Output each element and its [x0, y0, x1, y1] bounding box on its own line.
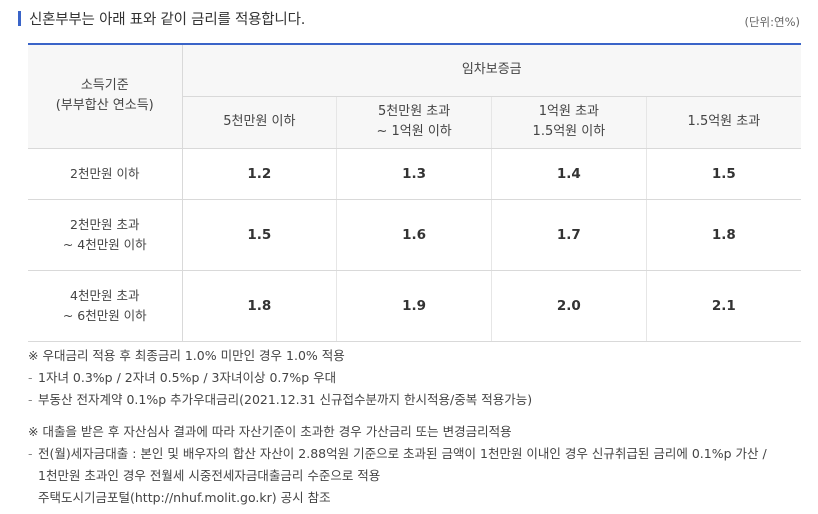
- rate-cell: 1.6: [336, 199, 492, 271]
- deposit-column-header: 1.5억원 초과: [645, 96, 801, 149]
- section-heading: 신혼부부는 아래 표와 같이 금리를 적용합니다.: [18, 8, 305, 28]
- note-list-item: - 전(월)세자금대출 : 본인 및 배우자의 합산 자산이 2.88억원 기준으…: [28, 446, 767, 461]
- unit-label: (단위:연%): [744, 15, 800, 29]
- note-asset-review: ※ 대출을 받은 후 자산심사 결과에 따라 자산기준이 초과한 경우 가산금리…: [28, 424, 512, 439]
- note-list-item: -1자녀 0.3%p / 2자녀 0.5%p / 3자녀이상 0.7%p 우대: [28, 370, 337, 385]
- rate-cell: 1.9: [336, 270, 492, 342]
- note-continuation: 주택도시기금포털(http://nhuf.molit.go.kr) 공시 참조: [38, 490, 331, 505]
- table-row: 2천만원 초과 ~ 4천만원 이하 1.5 1.6 1.7 1.8: [28, 199, 801, 271]
- rate-cell: 1.8: [645, 199, 801, 271]
- rate-cell: 2.0: [491, 270, 647, 342]
- deposit-group-header: 임차보증금: [182, 43, 801, 97]
- table-row: 4천만원 초과 ~ 6천만원 이하 1.8 1.9 2.0 2.1: [28, 270, 801, 342]
- deposit-column-header: 1억원 초과 1.5억원 이하: [491, 96, 647, 149]
- rate-cell: 1.4: [491, 148, 647, 200]
- income-row-header: 2천만원 초과 ~ 4천만원 이하: [28, 199, 183, 271]
- interest-rate-table: 소득기준 (부부합산 연소득) 임차보증금 5천만원 이하 5천만원 초과 ~ 1…: [28, 43, 801, 342]
- income-row-header: 2천만원 이하: [28, 148, 183, 200]
- deposit-column-header: 5천만원 이하: [182, 96, 337, 149]
- note-preferential-rate: ※ 우대금리 적용 후 최종금리 1.0% 미만인 경우 1.0% 적용: [28, 348, 345, 363]
- rate-cell: 2.1: [645, 270, 801, 342]
- rate-cell: 1.5: [182, 199, 337, 271]
- rate-cell: 1.3: [336, 148, 492, 200]
- notes-section: ※ 우대금리 적용 후 최종금리 1.0% 미만인 경우 1.0% 적용 -1자…: [28, 345, 808, 509]
- income-row-header: 4천만원 초과 ~ 6천만원 이하: [28, 270, 183, 342]
- heading-text: 신혼부부는 아래 표와 같이 금리를 적용합니다.: [29, 11, 306, 28]
- heading-accent-bar: [18, 10, 21, 26]
- table-row: 2천만원 이하 1.2 1.3 1.4 1.5: [28, 148, 801, 200]
- note-list-item: - 부동산 전자계약 0.1%p 추가우대금리(2021.12.31 신규접수분까…: [28, 392, 533, 407]
- note-continuation: 1천만원 초과인 경우 전월세 시중전세자금대출금리 수준으로 적용: [38, 468, 381, 483]
- rate-cell: 1.7: [491, 199, 647, 271]
- rate-cell: 1.8: [182, 270, 337, 342]
- income-criteria-header: 소득기준 (부부합산 연소득): [28, 43, 183, 149]
- rate-cell: 1.5: [645, 148, 801, 200]
- deposit-column-header: 5천만원 초과 ~ 1억원 이하: [336, 96, 492, 149]
- rate-cell: 1.2: [182, 148, 337, 200]
